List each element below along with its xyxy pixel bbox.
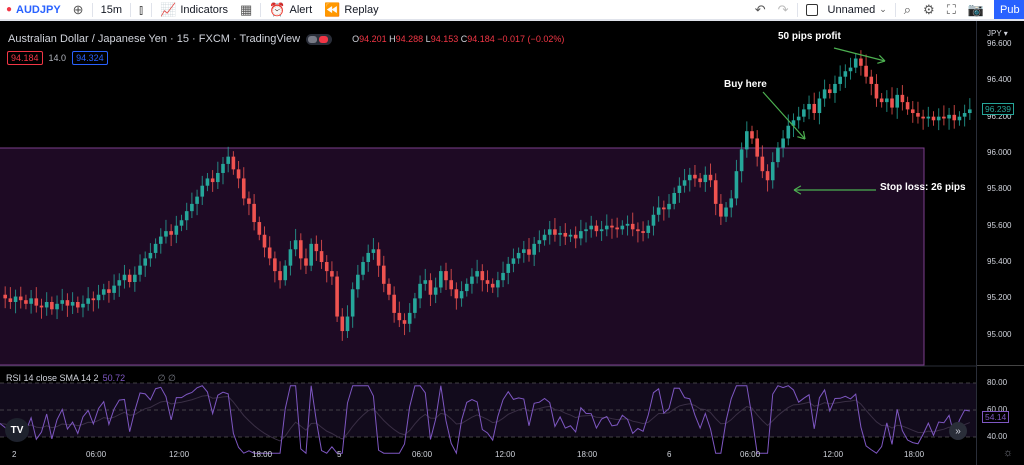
profit-annotation: 50 pips profit	[778, 31, 841, 42]
time-tick: 12:00	[169, 450, 190, 459]
settings-button[interactable]: ⚙	[917, 0, 941, 19]
layout-square-icon	[805, 3, 818, 16]
divider	[91, 2, 93, 17]
chevron-down-icon: ⌄	[879, 4, 887, 14]
top-toolbar: ● AUDJPY ⊕ 15m ⫾ 📈 Indicators ▦ ⏰ Alert …	[0, 0, 1024, 21]
price-tick: 96.600	[987, 38, 1012, 48]
redo-icon: ↷	[777, 1, 789, 17]
undo-icon: ↶	[754, 1, 766, 17]
rsi-value: 50.72	[102, 373, 126, 383]
alert-label: Alert	[289, 3, 313, 16]
divider	[129, 2, 131, 17]
price-tick: 96.200	[987, 111, 1012, 121]
candles-icon: ⫾	[138, 1, 144, 17]
buy-price[interactable]: 94.324	[72, 51, 108, 65]
rsi-tick: 40.00	[987, 432, 1008, 441]
tradingview-logo[interactable]: TV	[5, 418, 29, 442]
time-axis[interactable]: 2 06:00 12:00 18:00 5 06:00 12:00 18:00 6 06:00 12…	[0, 444, 976, 465]
rsi-title: RSI 14 close SMA 14 2	[6, 373, 99, 383]
axis-settings-icon[interactable]: ☼	[1003, 447, 1014, 459]
search-icon: ⌕	[903, 1, 912, 17]
divider	[894, 2, 896, 17]
scroll-to-latest-button[interactable]: »	[949, 422, 967, 440]
last-price-label: 96.239	[982, 102, 1014, 115]
layout-button[interactable]: Unnamed ⌄	[800, 0, 893, 19]
indicators-button[interactable]: 📈 Indicators	[154, 0, 234, 19]
gear-icon: ⚙	[923, 1, 935, 17]
grid-icon: ▦	[240, 1, 253, 17]
replay-button[interactable]: ⏪ Replay	[318, 0, 384, 19]
toggle-right-icon	[319, 35, 329, 43]
snapshot-button[interactable]: 📷	[962, 0, 990, 19]
hidden-value-icon: ∅ ∅	[157, 373, 176, 383]
rsi-tick: 60.00	[987, 405, 1008, 414]
plus-circle-icon: ⊕	[72, 1, 84, 17]
compare-button[interactable]: ⊕	[67, 0, 90, 19]
symbol-title: Australian Dollar / Japanese Yen · 15 · …	[8, 33, 301, 45]
divider	[796, 2, 798, 17]
fullscreen-icon: ⛶	[946, 1, 956, 17]
price-chart[interactable]	[0, 21, 976, 465]
undo-button[interactable]: ↶	[749, 0, 772, 19]
flag-icon: ●	[6, 4, 13, 15]
time-tick: 06:00	[412, 450, 433, 459]
time-tick: 18:00	[577, 450, 598, 459]
interval-label: 15m	[100, 3, 122, 16]
alarm-clock-icon: ⏰	[269, 1, 286, 17]
legend-toggle[interactable]	[306, 33, 333, 45]
interval-button[interactable]: 15m	[95, 0, 128, 19]
divider	[151, 2, 153, 17]
price-tick: 95.200	[987, 293, 1012, 303]
time-tick: 06:00	[740, 450, 761, 459]
redo-button[interactable]: ↷	[772, 0, 795, 19]
indicators-label: Indicators	[180, 3, 229, 16]
templates-button[interactable]: ▦	[234, 0, 258, 19]
symbol-button[interactable]: ● AUDJPY	[0, 0, 67, 19]
buy-annotation: Buy here	[724, 79, 767, 90]
price-tick: 96.400	[987, 75, 1012, 85]
time-tick: 18:00	[252, 450, 273, 459]
toggle-left-icon	[308, 35, 318, 43]
rewind-icon: ⏪	[324, 1, 341, 17]
time-tick: 2	[12, 450, 17, 459]
rsi-last-value: 54.14	[982, 410, 1010, 423]
time-tick: 18:00	[904, 450, 925, 459]
stop-loss-annotation: Stop loss: 26 pips	[880, 182, 966, 193]
spread-value: 14.0	[48, 53, 67, 63]
price-tick: 96.000	[987, 148, 1012, 157]
fullscreen-button[interactable]: ⛶	[941, 0, 962, 19]
publish-button[interactable]: Pub	[994, 0, 1024, 19]
price-axis[interactable]: JPY ▾ 96.600 96.400 96.200 96.000 95.800 95.6…	[976, 21, 1024, 465]
replay-label: Replay	[344, 3, 379, 16]
price-tick: 95.800	[987, 184, 1012, 194]
price-tick: 95.400	[987, 257, 1012, 267]
rsi-tick: 80.00	[987, 378, 1008, 387]
ohlc-values: O94.201 H94.288 L94.153 C94.184 −0.017 (…	[352, 34, 565, 44]
bid-ask: 94.184 14.0 94.324	[7, 51, 108, 65]
divider	[260, 2, 262, 17]
rsi-legend: RSI 14 close SMA 14 2 50.72 ∅ ∅	[6, 373, 176, 384]
time-tick: 5	[337, 450, 342, 459]
time-tick: 06:00	[86, 450, 107, 459]
double-chevron-right-icon: »	[955, 425, 961, 437]
currency-selector[interactable]: JPY ▾	[987, 29, 1008, 38]
sell-price[interactable]: 94.184	[7, 51, 43, 65]
time-tick: 12:00	[495, 450, 516, 459]
alert-button[interactable]: ⏰ Alert	[263, 0, 318, 19]
search-button[interactable]: ⌕	[898, 0, 917, 19]
camera-icon: 📷	[967, 1, 984, 17]
time-tick: 6	[667, 450, 672, 459]
price-tick: 95.600	[987, 220, 1012, 230]
chart-legend: Australian Dollar / Japanese Yen · 15 · …	[8, 33, 564, 45]
layout-name: Unnamed	[827, 3, 876, 16]
indicators-icon: 📈	[160, 1, 177, 17]
time-tick: 12:00	[823, 450, 844, 459]
price-tick: 95.000	[987, 329, 1012, 339]
chart-type-button[interactable]: ⫾	[133, 0, 149, 19]
symbol-label: AUDJPY	[16, 3, 61, 16]
